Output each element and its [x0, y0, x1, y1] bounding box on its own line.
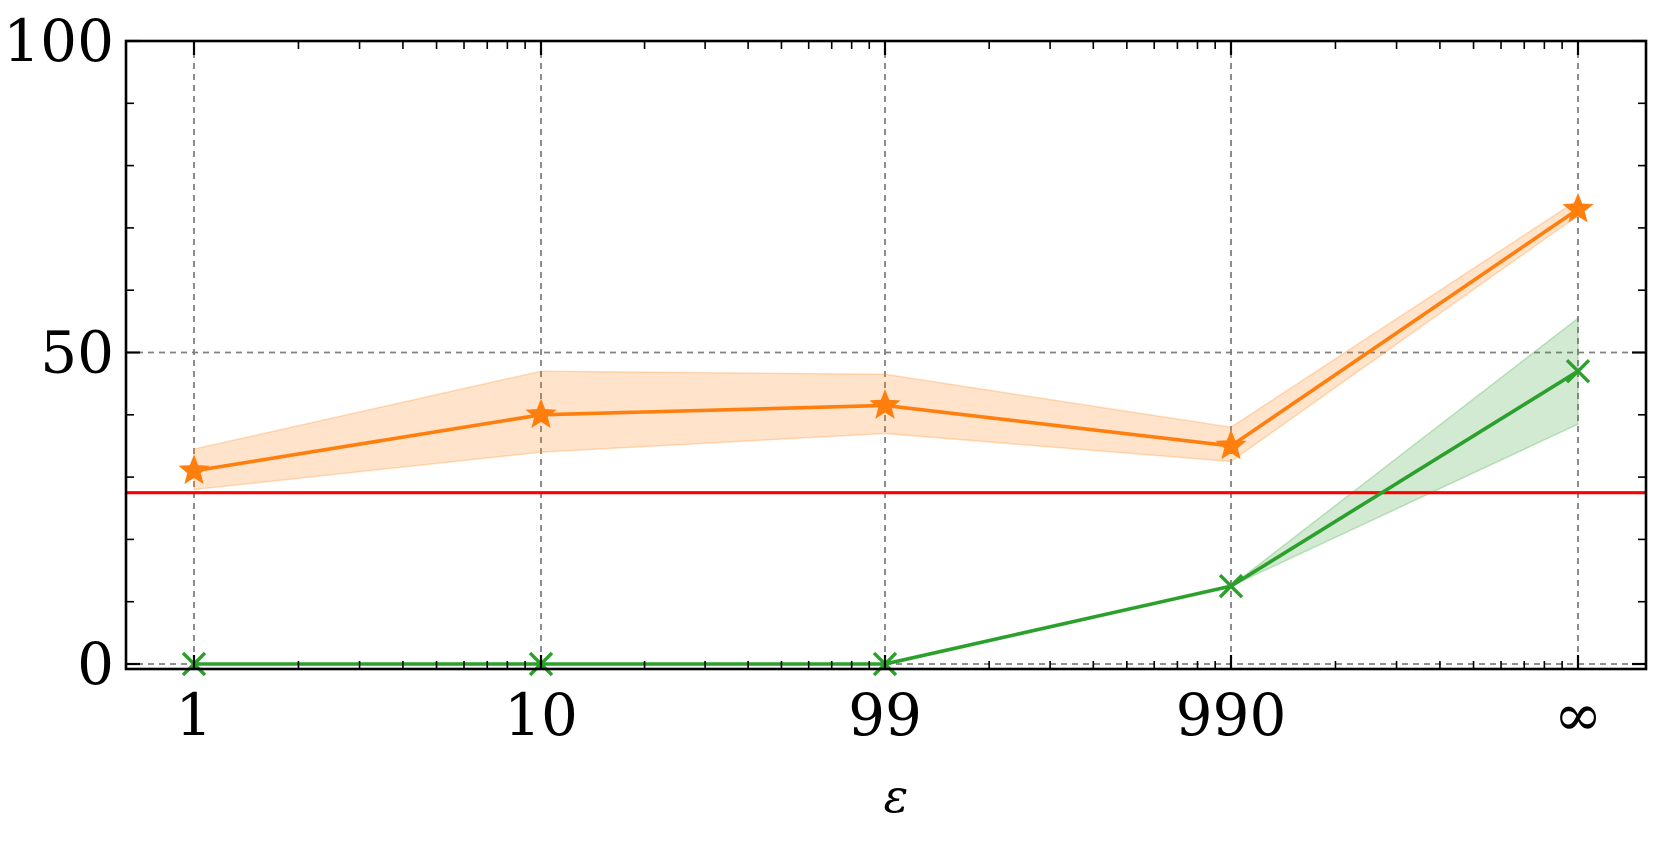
x-tick-label: 1 — [176, 681, 213, 749]
data-point-star — [178, 454, 210, 485]
x-axis-label: ε — [884, 769, 909, 823]
data-point-x-stroke — [1565, 358, 1591, 384]
series-lines — [193, 207, 1580, 666]
data-point-x — [1565, 358, 1591, 384]
data-point-star — [1562, 192, 1594, 223]
x-tick-label: 990 — [1176, 681, 1287, 749]
tick-labels: 0 50 100 1 10 99 990 ∞ — [3, 7, 1602, 749]
x-tick-label: ∞ — [1554, 681, 1602, 749]
axis-ticks — [126, 39, 1646, 669]
data-point-x — [1218, 573, 1244, 599]
plot-frame — [124, 39, 1648, 671]
data-point-star — [869, 389, 901, 419]
data-point-x-stroke — [1218, 573, 1244, 599]
x-tick-label: 10 — [504, 681, 578, 749]
grid — [126, 40, 1646, 669]
data-point-star — [1215, 429, 1247, 460]
x-tick-label: 99 — [848, 681, 922, 749]
confidence-band-0 — [193, 198, 1579, 491]
y-tick-label: 50 — [40, 319, 114, 387]
plot-border — [124, 39, 1648, 671]
data-point-star — [525, 398, 557, 429]
confidence-bands — [193, 198, 1579, 665]
y-tick-label: 0 — [77, 630, 114, 698]
y-tick-label: 100 — [3, 7, 114, 75]
